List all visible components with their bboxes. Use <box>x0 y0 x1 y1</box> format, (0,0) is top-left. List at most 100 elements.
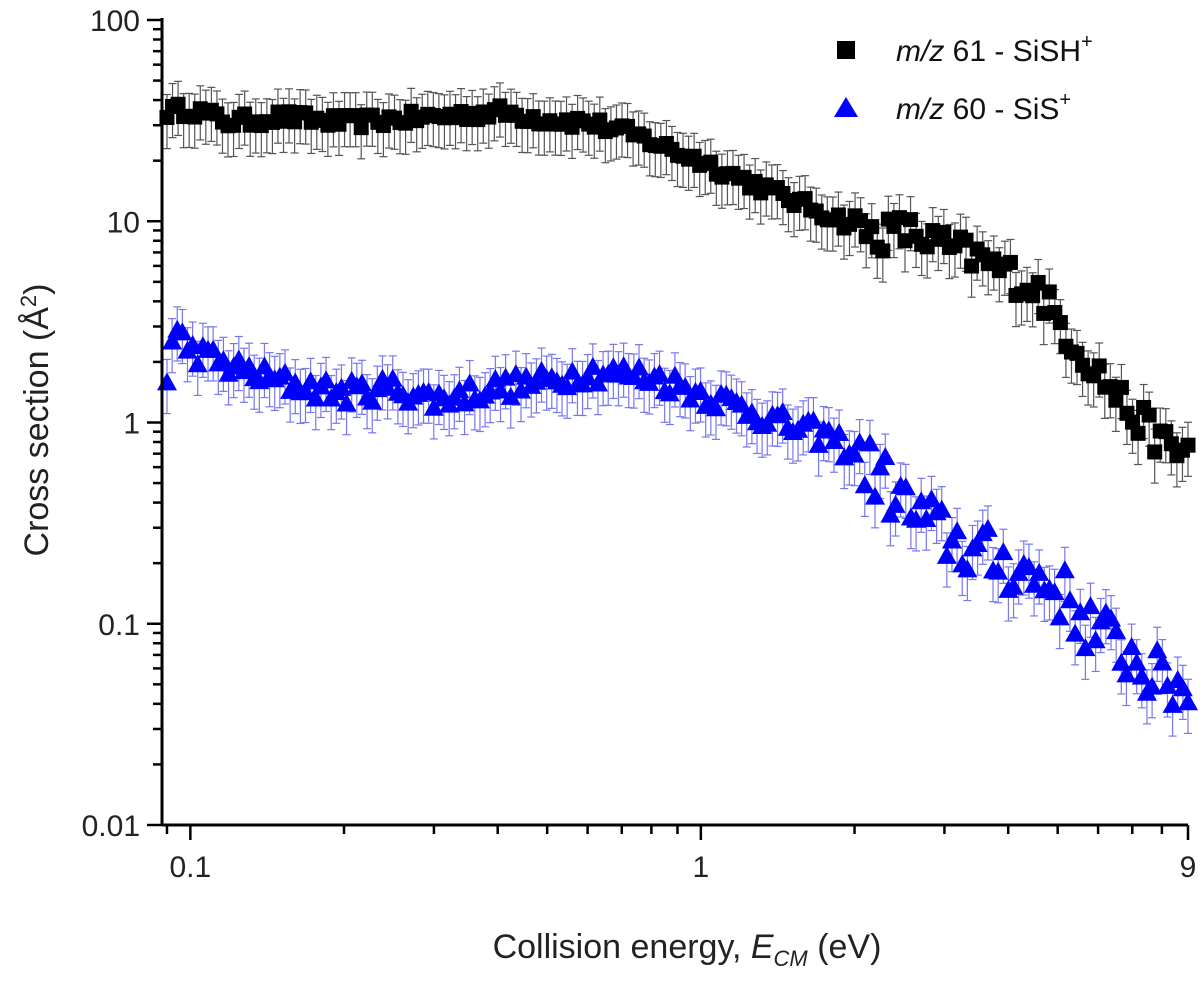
data-point-sis <box>885 494 906 513</box>
data-point-sis <box>880 504 901 523</box>
data-point-sis <box>941 530 962 549</box>
data-point-sis <box>870 457 891 476</box>
data-point-sis <box>1049 607 1070 626</box>
legend: m/z 61 - SiSH+ m/z 60 - SiS+ <box>834 31 1093 126</box>
data-point-sis <box>351 373 372 392</box>
x-tick-label: 0.1 <box>169 851 211 884</box>
data-point-sis <box>1142 676 1163 695</box>
data-point-sis <box>808 434 829 453</box>
data-point-sis <box>295 381 316 400</box>
data-point-sis <box>1059 590 1080 609</box>
data-point-sis <box>1172 678 1193 697</box>
data-point-sis <box>172 322 193 341</box>
data-point-sis <box>490 380 511 399</box>
data-point-sis <box>993 542 1014 561</box>
data-point-sis <box>1116 664 1137 683</box>
x-axis-title: Collision energy, ECM (eV) <box>493 928 882 971</box>
legend-marker-square <box>837 41 855 59</box>
data-point-sish <box>170 96 186 112</box>
data-point-sis <box>156 372 177 391</box>
y-axis-title: Cross section (Å2) <box>16 284 56 557</box>
data-point-sis <box>577 367 598 386</box>
data-point-sis <box>803 410 824 429</box>
data-point-sis <box>936 545 957 564</box>
data-point-sis <box>316 370 337 389</box>
y-tick-label: 0.1 <box>98 609 140 642</box>
data-point-sis <box>1147 640 1168 659</box>
data-point-sish <box>1180 437 1196 453</box>
data-point-sis <box>772 401 793 420</box>
data-point-sis <box>1121 637 1142 656</box>
data-point-sis <box>582 356 603 375</box>
data-point-sish <box>353 120 369 136</box>
data-point-sis <box>705 398 726 417</box>
data-point-sish <box>936 224 952 240</box>
data-point-sis <box>931 499 952 518</box>
data-point-sis <box>305 388 326 407</box>
data-point-sis <box>423 397 444 416</box>
data-point-sis <box>988 561 1009 580</box>
data-point-sis <box>454 393 475 412</box>
data-point-sish <box>1091 358 1107 374</box>
data-point-sis <box>865 486 886 505</box>
data-point-sis <box>362 391 383 410</box>
data-point-sish <box>875 243 891 259</box>
data-point-sis <box>1029 562 1050 581</box>
data-point-sis <box>1024 574 1045 593</box>
legend-marker-triangle <box>834 97 858 117</box>
axes: 0.01 0.1 1 10 100 0.1 1 9 <box>82 5 1197 884</box>
data-point-sis <box>659 383 680 402</box>
data-point-sish <box>1002 254 1018 270</box>
data-point-sish <box>1158 424 1174 440</box>
data-point-sis <box>916 509 937 528</box>
data-point-sis <box>1044 582 1065 601</box>
y-tick-label: 10 <box>107 206 140 239</box>
data-point-sish <box>1025 288 1041 304</box>
data-point-sish <box>797 191 813 207</box>
data-point-sis <box>859 433 880 452</box>
data-point-sis <box>1106 621 1127 640</box>
data-point-sish <box>1141 407 1157 423</box>
data-point-sis <box>829 422 850 441</box>
data-point-sis <box>690 380 711 399</box>
data-point-sis <box>1126 652 1147 671</box>
data-point-sish <box>1052 315 1068 331</box>
data-point-sis <box>854 475 875 494</box>
data-point-sis <box>844 444 865 463</box>
x-tick-label: 9 <box>1180 851 1197 884</box>
data-point-sis <box>459 373 480 392</box>
data-point-sis <box>249 371 270 390</box>
y-tick-label: 1 <box>123 408 140 441</box>
data-point-sish <box>1130 425 1146 441</box>
data-point-sis <box>629 357 650 376</box>
data-point-sis <box>875 447 896 466</box>
data-point-sish <box>703 154 719 170</box>
data-point-sis <box>1178 692 1198 711</box>
data-point-sish <box>1108 392 1124 408</box>
data-point-sis <box>977 518 998 537</box>
data-point-sish <box>1041 284 1057 300</box>
x-tick-label: 1 <box>693 851 710 884</box>
data-point-sis <box>967 533 988 552</box>
data-point-sis <box>274 362 295 381</box>
data-point-sish <box>903 212 919 228</box>
data-point-sis <box>1075 638 1096 657</box>
data-point-sis <box>1152 652 1173 671</box>
data-point-sis <box>1085 630 1106 649</box>
data-point-sis <box>1018 557 1039 576</box>
data-point-sis <box>500 386 521 405</box>
data-point-sis <box>336 393 357 412</box>
data-point-sis <box>1157 675 1178 694</box>
data-point-sis <box>1054 560 1075 579</box>
data-point-sis <box>1162 694 1183 713</box>
y-tick-label: 0.01 <box>82 810 140 843</box>
data-point-sis <box>203 339 224 358</box>
data-point-sis <box>649 364 670 383</box>
data-point-sis <box>957 559 978 578</box>
data-point-sis <box>947 521 968 540</box>
data-point-sish <box>1069 345 1085 361</box>
data-point-sis <box>1065 623 1086 642</box>
data-point-sish <box>864 219 880 235</box>
data-point-sis <box>1070 602 1091 621</box>
